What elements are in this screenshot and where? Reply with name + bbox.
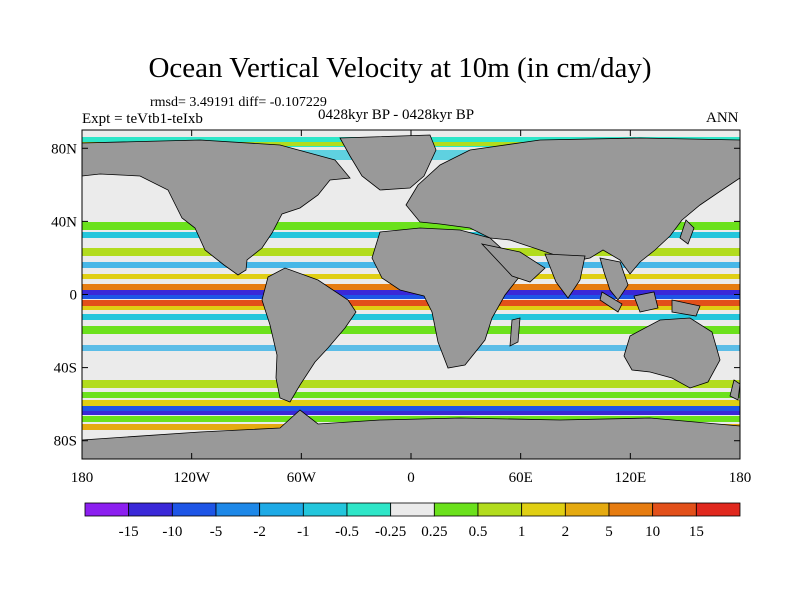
lat-tick-label: 40N	[51, 214, 77, 230]
borneo	[633, 291, 659, 313]
colorbar-swatch	[84, 502, 130, 517]
colorbar-label: -5	[210, 524, 223, 540]
colorbar-swatch	[608, 502, 654, 517]
india	[544, 253, 586, 299]
season-label: ANN	[706, 110, 739, 126]
colorbar-label: 15	[689, 524, 704, 540]
latitude-axis: 80N 40N 0 40S 80S	[51, 141, 740, 450]
colorbar-label: 2	[562, 524, 570, 540]
lon-tick-label: 60W	[287, 470, 317, 486]
colorbar-swatch	[302, 502, 348, 517]
colorbar: -15 -10 -5 -2 -1 -0.5 -0.25 0.25 0.5 1 2 5 10 15	[84, 502, 741, 540]
colorbar-swatch	[128, 502, 173, 517]
lon-tick-label: 60E	[509, 470, 533, 486]
lat-tick-label: 40S	[54, 361, 77, 377]
colorbar-swatch	[477, 502, 523, 517]
field-band	[82, 300, 740, 306]
colorbar-swatch	[259, 502, 304, 517]
map-title: Ocean Vertical Velocity at 10m (in cm/da…	[148, 52, 652, 84]
lat-tick-label: 80S	[54, 434, 77, 450]
colorbar-label: 5	[605, 524, 613, 540]
field-band	[82, 400, 740, 406]
field-band	[82, 306, 740, 310]
colorbar-swatch	[521, 502, 566, 517]
new-guinea	[671, 299, 701, 317]
colorbar-swatch	[564, 502, 610, 517]
field-band	[82, 392, 740, 398]
field-band	[82, 380, 740, 388]
lon-tick-label: 180	[729, 470, 752, 486]
stats-label: rmsd= 3.49191 diff= -0.107229	[150, 95, 327, 110]
lat-tick-label: 0	[70, 288, 78, 304]
field-band	[82, 295, 740, 299]
colorbar-label: -15	[119, 524, 139, 540]
lat-tick-label: 80N	[51, 141, 77, 157]
colorbar-swatch	[171, 502, 217, 517]
australia	[623, 317, 721, 389]
colorbar-label: -10	[162, 524, 182, 540]
longitude-axis: 180 120W 60W 0 60E 120E 180	[71, 130, 752, 486]
colorbar-label: 1	[518, 524, 526, 540]
colorbar-swatch	[433, 502, 479, 517]
period-label: 0428kyr BP - 0428kyr BP	[318, 107, 475, 123]
land-masses	[82, 134, 740, 459]
sumatra	[599, 291, 623, 313]
japan	[679, 219, 695, 245]
antarctica	[82, 409, 740, 459]
colorbar-swatch	[215, 502, 261, 517]
field-band	[82, 222, 740, 230]
colorbar-swatch	[390, 502, 435, 517]
field-band	[82, 326, 740, 334]
field-band	[82, 406, 740, 411]
new-zealand	[729, 379, 740, 401]
field-band	[82, 345, 740, 351]
arabia	[480, 243, 546, 283]
indochina	[599, 257, 629, 301]
lon-tick-label: 0	[407, 470, 415, 486]
colorbar-label: 10	[645, 524, 660, 540]
colorbar-label: -0.25	[375, 524, 406, 540]
greenland	[339, 134, 437, 191]
field-band	[82, 314, 740, 320]
lon-tick-label: 120E	[614, 470, 646, 486]
experiment-label: Expt = teVtb1-teIxb	[82, 111, 203, 127]
map-panel	[82, 130, 740, 459]
africa	[371, 227, 521, 369]
north-america	[82, 139, 351, 276]
colorbar-label: -2	[253, 524, 266, 540]
colorbar-label: -0.5	[335, 524, 359, 540]
south-america	[261, 267, 357, 403]
lon-tick-label: 180	[71, 470, 94, 486]
colorbar-label: -1	[297, 524, 310, 540]
colorbar-swatch	[695, 502, 741, 517]
lon-tick-label: 120W	[173, 470, 211, 486]
field-band	[82, 411, 740, 415]
colorbar-label: 0.25	[421, 524, 447, 540]
eurasia	[405, 137, 740, 275]
colorbar-swatch	[346, 502, 392, 517]
colorbar-swatch	[652, 502, 697, 517]
madagascar	[509, 317, 521, 347]
colorbar-label: 0.5	[469, 524, 488, 540]
